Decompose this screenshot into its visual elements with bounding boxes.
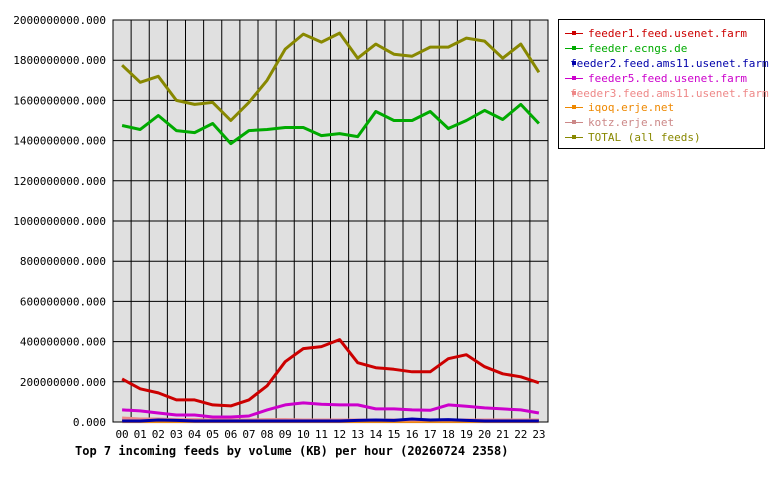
x-tick-label: 13 xyxy=(351,428,364,441)
series-line-feeder1-feed-usenet-farm xyxy=(121,338,540,408)
x-tick-label: 22 xyxy=(514,428,527,441)
series-line-feeder5-feed-usenet-farm xyxy=(122,401,540,419)
x-tick-label: 17 xyxy=(424,428,437,441)
legend-item: iqoq.erje.net xyxy=(565,100,764,115)
x-axis-ticks: 00 01 02 03 04 05 06 07 08 09 10 11 12 13 14 15 16 17 18 19… xyxy=(115,428,545,441)
x-tick-label: 01 xyxy=(134,428,147,441)
y-tick-label: 1200000000.000 xyxy=(13,175,106,188)
x-tick-label: 15 xyxy=(387,428,400,441)
legend-item: feeder.ecngs.de xyxy=(565,41,764,56)
x-tick-label: 05 xyxy=(206,428,219,441)
x-axis-label: Top 7 incoming feeds by volume (KB) per … xyxy=(75,444,509,458)
x-tick-label: 08 xyxy=(260,428,273,441)
y-tick-label: 1000000000.000 xyxy=(13,215,106,228)
legend-label: feeder.ecngs.de xyxy=(588,41,688,55)
legend-swatch xyxy=(565,105,583,110)
legend-item: feeder3.feed.ams11.usenet.farm xyxy=(565,86,769,101)
legend-label: feeder3.feed.ams11.usenet.farm xyxy=(570,86,769,100)
y-tick-label: 200000000.000 xyxy=(20,376,106,389)
x-tick-label: 21 xyxy=(496,428,509,441)
legend-label: kotz.erje.net xyxy=(588,116,675,130)
y-tick-label: 0.000 xyxy=(73,416,106,429)
x-tick-label: 07 xyxy=(242,428,255,441)
y-tick-label: 1600000000.000 xyxy=(13,94,106,107)
y-tick-label: 600000000.000 xyxy=(20,295,106,308)
x-tick-label: 12 xyxy=(333,428,346,441)
legend-label: iqoq.erje.net xyxy=(588,101,675,115)
series-line-feeder-ecngs-de xyxy=(121,102,540,146)
x-tick-label: 14 xyxy=(369,428,383,441)
y-tick-label: 1800000000.000 xyxy=(13,54,106,67)
x-tick-label: 19 xyxy=(460,428,473,441)
series-line-total-all-feeds- xyxy=(121,31,541,122)
y-tick-label: 2000000000.000 xyxy=(13,14,106,27)
legend-label: feeder5.feed.usenet.farm xyxy=(588,71,747,85)
y-tick-label: 400000000.000 xyxy=(20,336,106,349)
y-axis-ticks: 0.000 200000000.000 400000000.000 600000000… xyxy=(13,14,106,429)
x-tick-label: 10 xyxy=(297,428,310,441)
series-lines xyxy=(121,31,541,424)
x-tick-label: 09 xyxy=(279,428,292,441)
x-tick-label: 23 xyxy=(532,428,545,441)
x-tick-label: 04 xyxy=(188,428,202,441)
x-tick-label: 02 xyxy=(152,428,165,441)
legend: feeder1.feed.usenet.farm feeder.ecngs.de f… xyxy=(558,19,769,149)
legend-label: feeder1.feed.usenet.farm xyxy=(588,26,747,40)
x-tick-label: 11 xyxy=(315,428,328,441)
x-tick-label: 03 xyxy=(170,428,183,441)
legend-swatch xyxy=(565,45,583,50)
series-line-feeder2-feed-ams11-usenet-farm xyxy=(122,417,539,423)
legend-swatch xyxy=(565,120,583,125)
y-tick-label: 800000000.000 xyxy=(20,255,106,268)
legend-swatch xyxy=(565,135,583,140)
x-tick-label: 18 xyxy=(442,428,455,441)
y-tick-label: 1400000000.000 xyxy=(13,135,106,148)
legend-swatch xyxy=(565,30,583,35)
legend-label: feeder2.feed.ams11.usenet.farm xyxy=(570,56,769,70)
x-tick-label: 16 xyxy=(405,428,418,441)
x-tick-label: 20 xyxy=(478,428,491,441)
x-tick-label: 00 xyxy=(115,428,128,441)
x-tick-label: 06 xyxy=(224,428,237,441)
plot-area xyxy=(112,19,549,423)
legend-item: TOTAL (all feeds) xyxy=(565,130,764,145)
legend-label: TOTAL (all feeds) xyxy=(588,131,701,145)
legend-item: feeder2.feed.ams11.usenet.farm xyxy=(565,56,769,71)
legend-swatch xyxy=(565,75,583,80)
legend-item: feeder1.feed.usenet.farm xyxy=(565,26,764,41)
legend-item: feeder5.feed.usenet.farm xyxy=(565,71,764,86)
legend-item: kotz.erje.net xyxy=(565,115,764,130)
